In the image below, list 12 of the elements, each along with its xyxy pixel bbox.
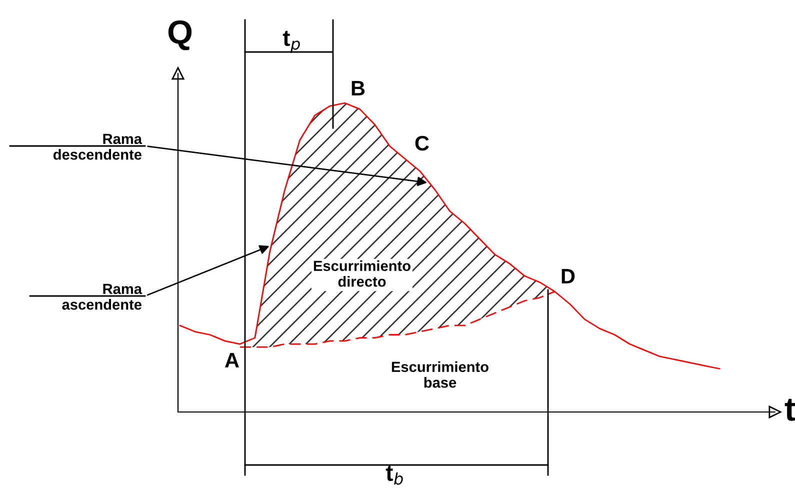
x-axis-title: t	[784, 398, 795, 421]
annotation: Escurrimiento base	[392, 361, 488, 388]
annotation: C	[415, 136, 429, 151]
text: t$_{b}$	[386, 466, 403, 485]
annotation: A	[224, 353, 239, 368]
text: t$_{p}$	[282, 30, 300, 53]
text: Rama descendente	[53, 134, 142, 160]
text: Rama ascendente	[62, 284, 142, 310]
y-axis-title: Q	[168, 20, 192, 50]
annotation: Escurrimiento directo	[314, 260, 410, 287]
annotation: D	[562, 269, 575, 284]
text: B	[352, 81, 365, 96]
